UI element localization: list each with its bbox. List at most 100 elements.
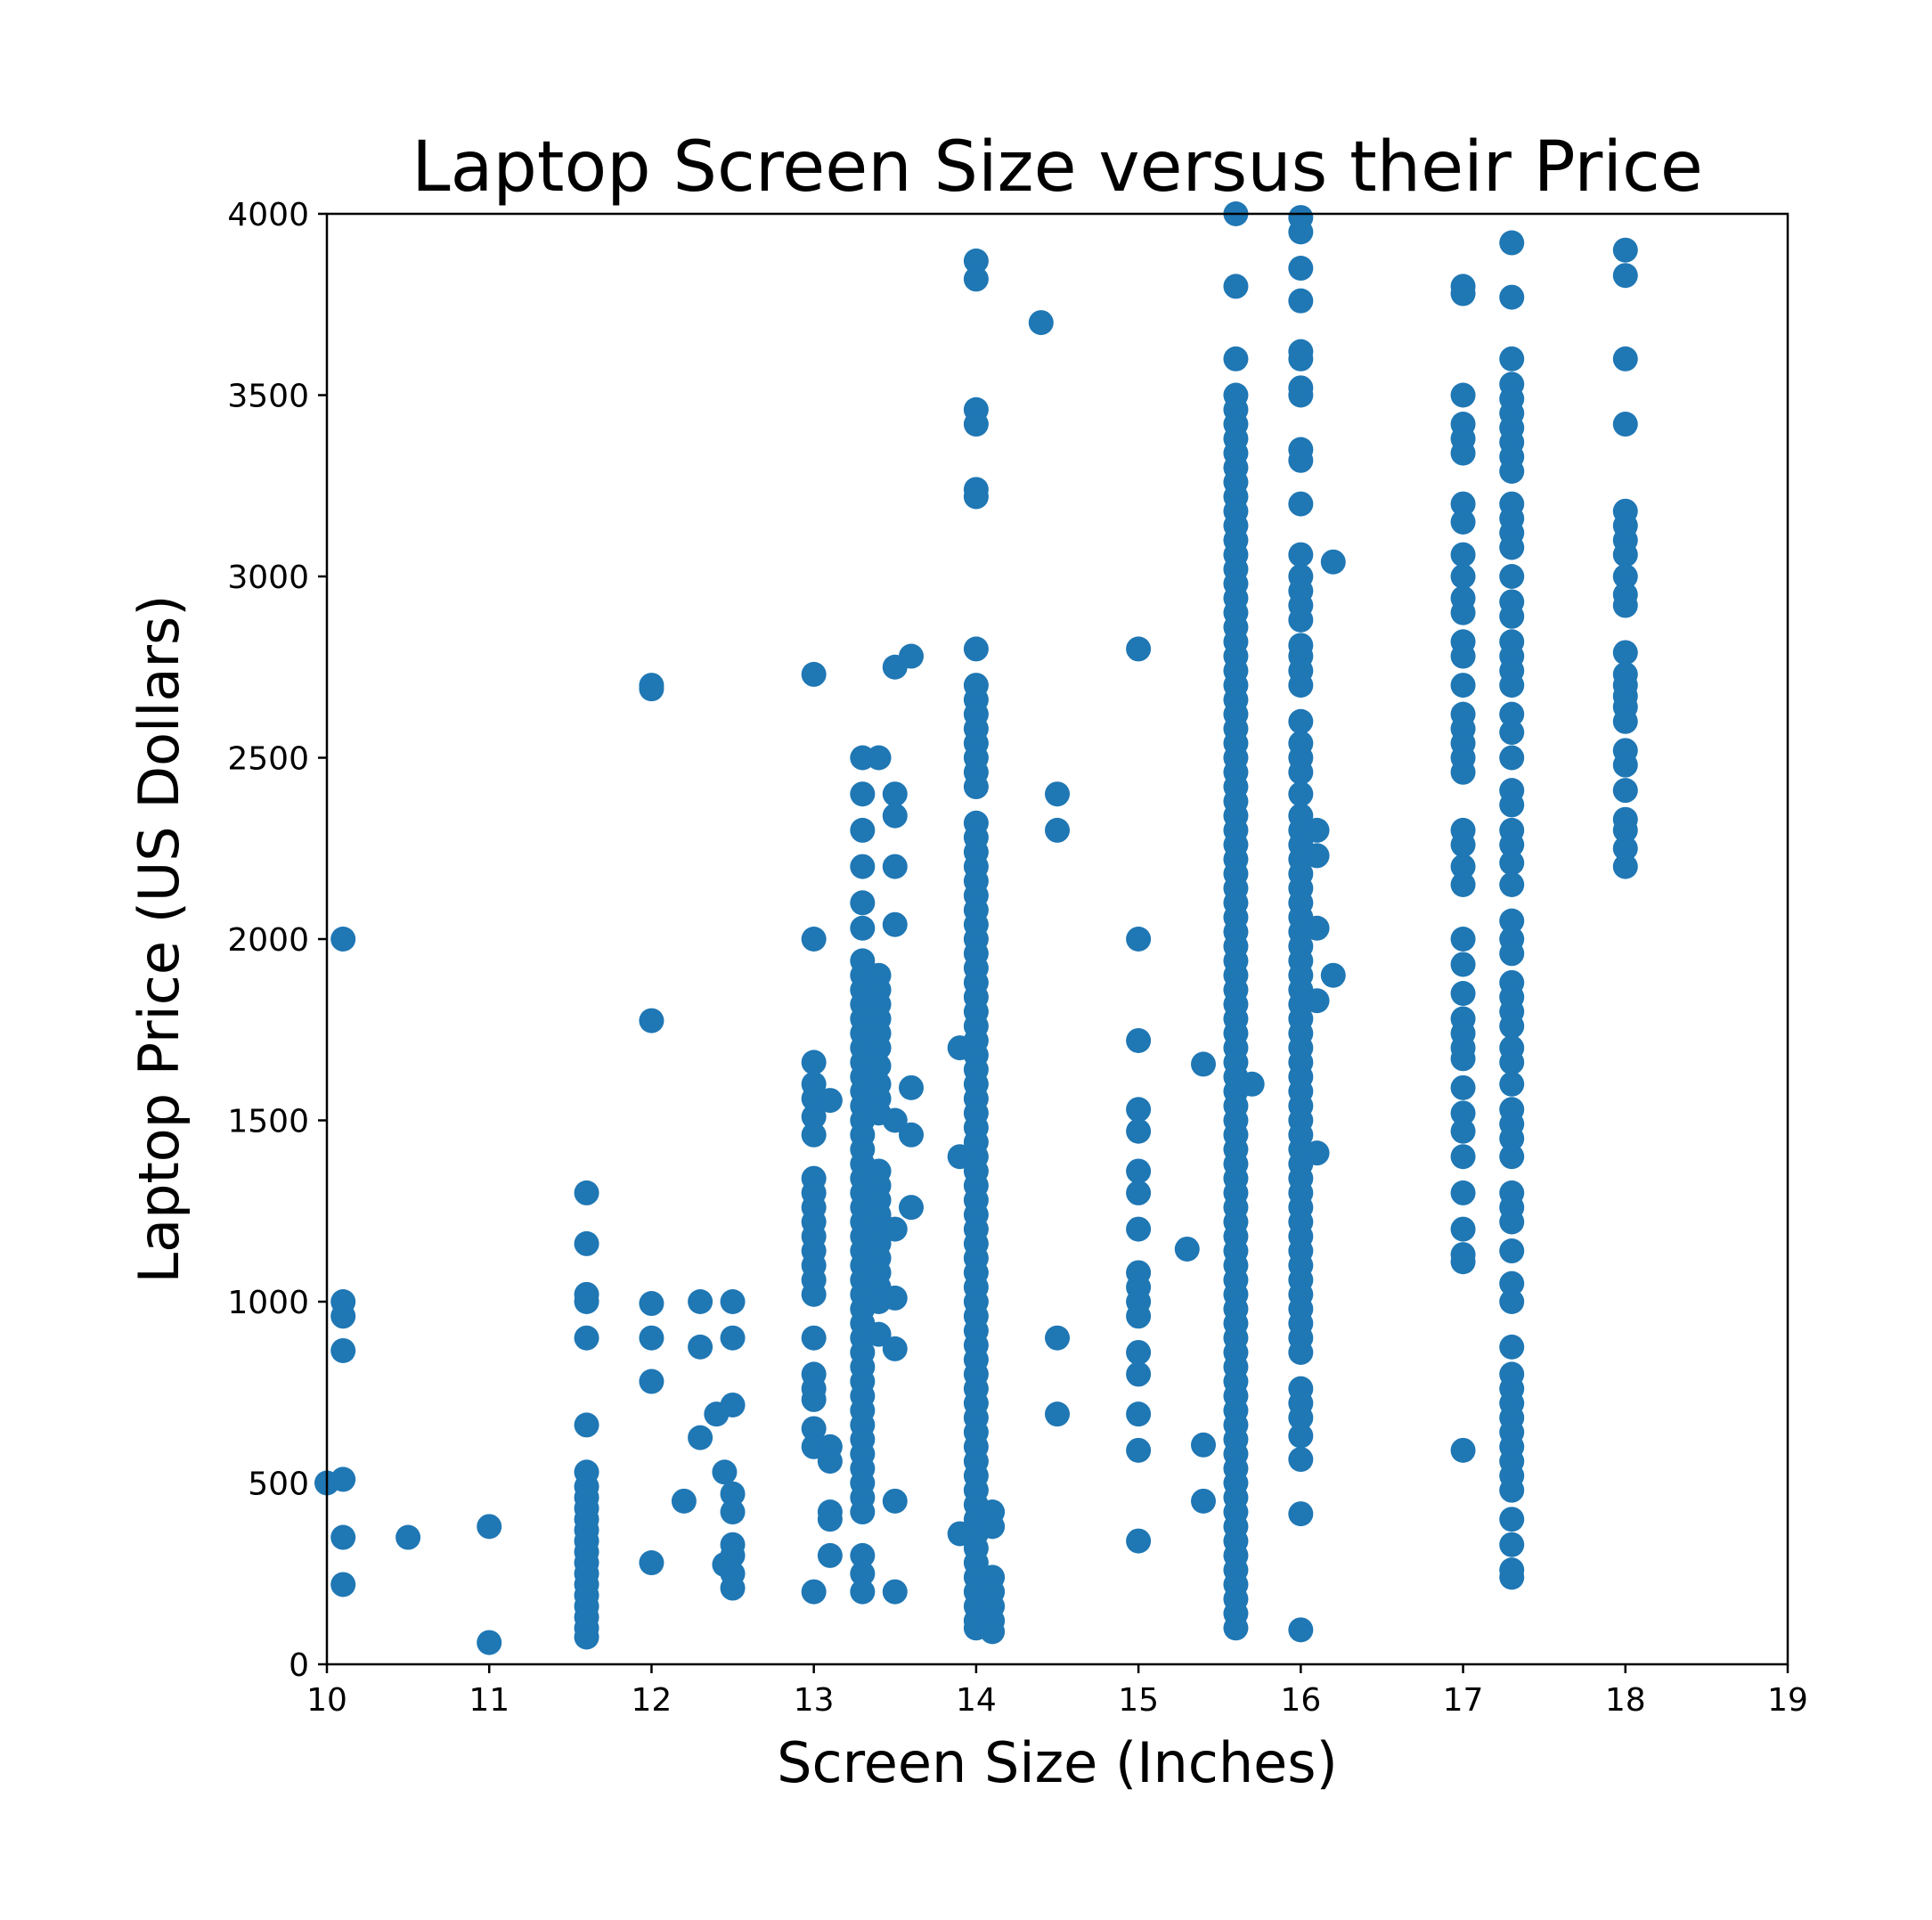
data-point [1191, 1051, 1216, 1077]
data-point [1450, 854, 1476, 879]
data-point [1304, 988, 1330, 1014]
data-point [850, 1579, 876, 1605]
data-point [1499, 720, 1525, 746]
x-tick-label: 19 [1767, 1682, 1808, 1719]
data-point [1450, 542, 1476, 568]
data-point [639, 1291, 664, 1317]
data-point [1499, 1144, 1525, 1170]
data-point [1288, 382, 1314, 408]
data-point [1499, 745, 1525, 771]
axis-ticks: 10 11 12 13 14 15 16 17 18 19 0 500 1000 1500 2000 2500… [227, 197, 1808, 1719]
data-point [1499, 701, 1525, 727]
data-point [866, 1053, 892, 1079]
data-point [1288, 1339, 1314, 1365]
y-tick-label: 2000 [227, 922, 309, 959]
data-point [1450, 1046, 1476, 1072]
data-point [1450, 1118, 1476, 1144]
data-point [1126, 927, 1152, 952]
data-point [850, 1499, 876, 1525]
data-point [882, 854, 908, 879]
data-point [1288, 256, 1314, 282]
data-point [712, 1459, 738, 1485]
data-point [639, 1008, 664, 1034]
data-point [688, 1425, 713, 1450]
data-point [801, 1579, 827, 1605]
data-point [720, 1325, 746, 1351]
data-point [850, 890, 876, 916]
data-point [1450, 382, 1476, 408]
data-point [1239, 1071, 1265, 1097]
x-tick-label: 14 [956, 1682, 997, 1719]
data-point [720, 1481, 746, 1507]
data-point [1612, 854, 1638, 879]
data-point [720, 1575, 746, 1601]
data-point [801, 1416, 827, 1442]
data-point [866, 1321, 892, 1347]
data-point [801, 1325, 827, 1351]
y-tick-label: 4000 [227, 197, 309, 233]
data-point [1045, 1401, 1070, 1427]
data-point [850, 1561, 876, 1587]
data-point [1450, 491, 1476, 517]
data-point [1450, 440, 1476, 466]
y-axis-label: Laptop Price (US Dollars) [126, 595, 192, 1284]
data-point [1191, 1432, 1216, 1458]
data-point [1499, 230, 1525, 256]
data-point [1612, 542, 1638, 568]
data-point [1499, 1209, 1525, 1235]
y-tick-label: 0 [289, 1647, 309, 1684]
data-point [1450, 564, 1476, 589]
data-point [1450, 952, 1476, 977]
data-point [1126, 1097, 1152, 1123]
data-point [1612, 752, 1638, 778]
data-point [882, 781, 908, 807]
data-point [1499, 603, 1525, 629]
data-point [330, 1572, 356, 1597]
data-point [1288, 673, 1314, 699]
data-point [330, 1337, 356, 1363]
data-point [899, 1074, 924, 1100]
data-point [1126, 1180, 1152, 1205]
data-point [1499, 1334, 1525, 1360]
data-point [477, 1630, 502, 1655]
x-tick-label: 12 [632, 1682, 673, 1719]
data-point [720, 1542, 746, 1568]
data-point [1612, 237, 1638, 263]
data-point [1450, 1074, 1476, 1100]
data-point [817, 1449, 843, 1475]
data-point [850, 781, 876, 807]
x-axis-label: Screen Size (Inches) [777, 1730, 1338, 1795]
data-point [1450, 1180, 1476, 1205]
data-point [1288, 346, 1314, 372]
data-point [1126, 1303, 1152, 1329]
data-point [1612, 346, 1638, 372]
data-point [801, 1281, 827, 1307]
data-point [395, 1524, 421, 1550]
data-point [1450, 1437, 1476, 1463]
data-point [1450, 281, 1476, 306]
data-point [980, 1619, 1006, 1645]
data-point [1126, 1027, 1152, 1053]
data-point [882, 1488, 908, 1514]
data-point [899, 1195, 924, 1221]
data-point [1320, 962, 1346, 988]
data-point [574, 1624, 599, 1650]
data-point [801, 1050, 827, 1075]
data-point [882, 1579, 908, 1605]
data-point [1499, 535, 1525, 560]
data-point [574, 1412, 599, 1438]
data-point [1028, 310, 1054, 336]
data-point [882, 1285, 908, 1311]
y-tick-label: 3000 [227, 560, 309, 596]
data-point [1612, 263, 1638, 289]
data-point [1450, 643, 1476, 669]
data-point [963, 412, 989, 437]
data-point [1288, 781, 1314, 807]
data-point [720, 1289, 746, 1314]
y-tick-label: 2500 [227, 741, 309, 778]
data-point [882, 1216, 908, 1242]
data-point [1288, 759, 1314, 785]
data-point [963, 248, 989, 274]
data-point [882, 803, 908, 829]
y-tick-label: 3500 [227, 379, 309, 415]
